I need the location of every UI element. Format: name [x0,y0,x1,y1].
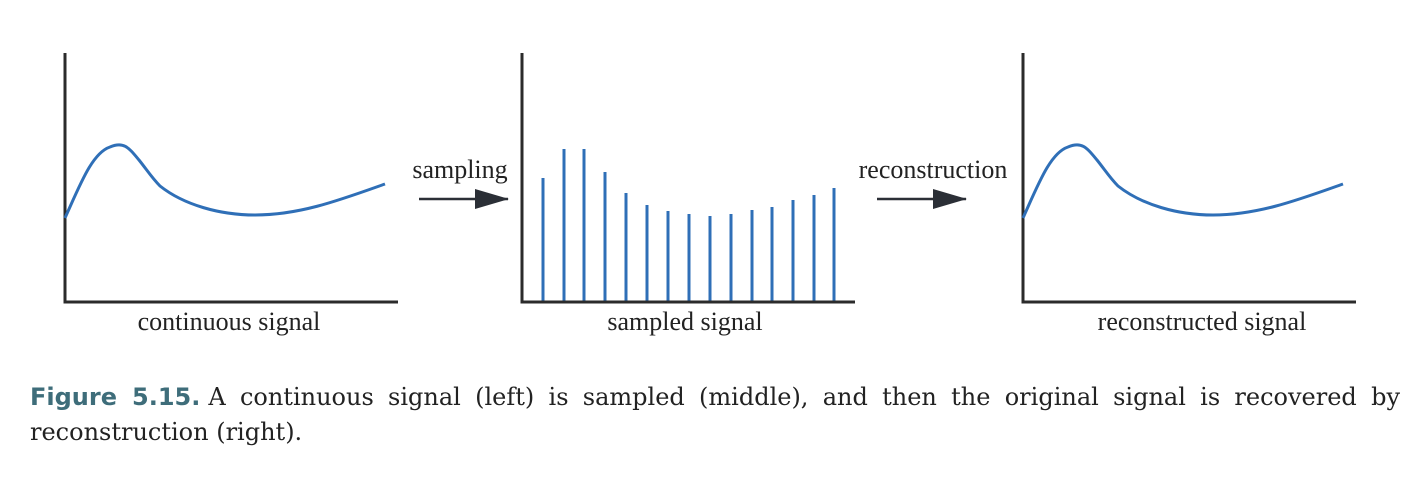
reconstructed-panel: reconstructed signal [1021,53,1356,336]
continuous-panel: continuous signal [63,53,398,336]
sampled-panel: sampled signal [520,53,855,336]
reconstructed-axes [1021,53,1356,304]
sample-lines [541,149,836,302]
sampled-axes [520,53,855,304]
reconstruction-label: reconstruction [859,155,1008,184]
continuous-signal-label: continuous signal [138,307,321,336]
sampling-label: sampling [412,155,507,184]
sampled-signal-label: sampled signal [607,307,762,336]
sampling-arrow: sampling [412,155,509,209]
figure-number: Figure 5.15. [30,383,201,411]
continuous-curve [63,143,386,219]
caption-text: A continuous signal (left) is sampled (m… [30,383,1400,446]
reconstructed-signal-label: reconstructed signal [1098,307,1307,336]
figure-caption: Figure 5.15. A continuous signal (left) i… [30,380,1400,450]
continuous-axes [63,53,398,304]
figure-diagram: continuous signal sampling sampled signa… [63,53,1356,336]
reconstruction-arrow: reconstruction [859,155,1008,209]
reconstructed-curve [1021,143,1344,219]
